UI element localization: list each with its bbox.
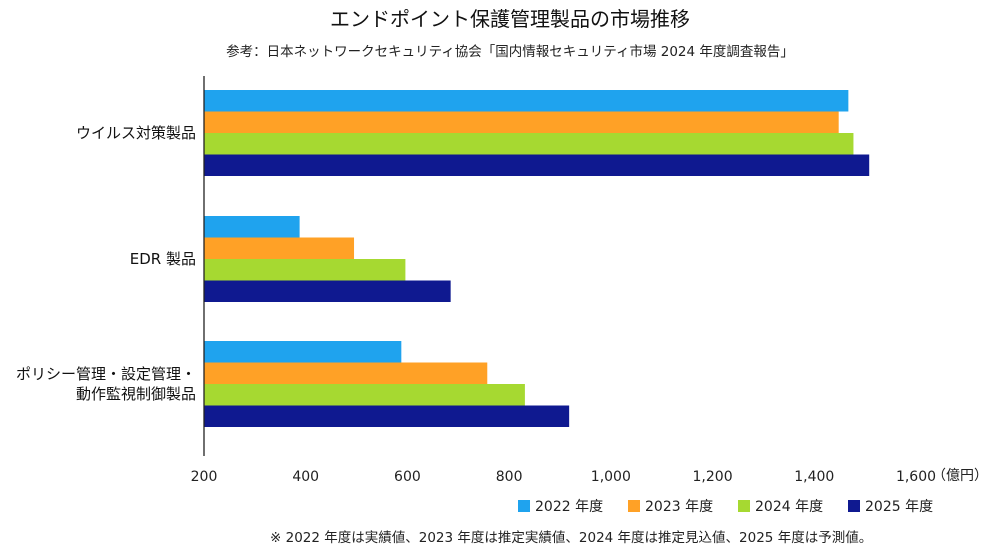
bar-series2-cat2 <box>204 237 355 259</box>
category-label: ウイルス対策製品 <box>76 124 196 142</box>
legend-label: 2022 年度 <box>535 499 603 515</box>
bar-series4-cat2 <box>204 280 451 302</box>
x-tick-label: 200 <box>191 469 218 485</box>
legend-swatch <box>738 500 750 512</box>
category-label: EDR 製品 <box>130 250 196 268</box>
category-label: ポリシー管理・設定管理・ <box>16 365 196 383</box>
x-tick-label: 600 <box>394 469 421 485</box>
legend: 2022 年度 2023 年度 2024 年度 2025 年度 <box>518 499 933 515</box>
chart-subtitle: 参考：日本ネットワークセキュリティ協会「国内情報セキュリティ市場 2024 年度… <box>226 43 794 60</box>
bar-series3-cat1 <box>204 133 854 155</box>
legend-swatch <box>848 500 860 512</box>
x-tick-label: 1,600 <box>896 469 936 485</box>
bar-series3-cat3 <box>204 384 525 406</box>
x-tick-label: 800 <box>496 469 523 485</box>
legend-label: 2023 年度 <box>645 499 713 515</box>
legend-swatch <box>518 500 530 512</box>
legend-label: 2024 年度 <box>755 499 823 515</box>
x-tick-labels: 200 400 600 800 1,000 1,200 1,400 1,600 <box>191 469 936 485</box>
x-tick-label: 1,400 <box>794 469 834 485</box>
bar-series1-cat2 <box>204 216 300 238</box>
bars-group <box>204 90 870 427</box>
x-axis-unit: （億円） <box>932 468 988 484</box>
bar-series4-cat3 <box>204 405 570 427</box>
x-tick-label: 1,200 <box>693 469 733 485</box>
x-tick-label: 400 <box>292 469 319 485</box>
bar-series1-cat3 <box>204 341 402 363</box>
bar-series4-cat1 <box>204 154 870 176</box>
bar-series1-cat1 <box>204 90 849 112</box>
legend-swatch <box>628 500 640 512</box>
bar-series2-cat1 <box>204 111 839 133</box>
footnote: ※ 2022 年度は実績値、2023 年度は推定実績値、2024 年度は推定見込… <box>270 530 872 546</box>
bar-series3-cat2 <box>204 259 406 281</box>
x-tick-label: 1,000 <box>591 469 631 485</box>
chart-title: エンドポイント保護管理製品の市場推移 <box>330 7 690 31</box>
legend-label: 2025 年度 <box>865 499 933 515</box>
bar-series2-cat3 <box>204 362 488 384</box>
category-label: 動作監視制御製品 <box>76 385 196 403</box>
